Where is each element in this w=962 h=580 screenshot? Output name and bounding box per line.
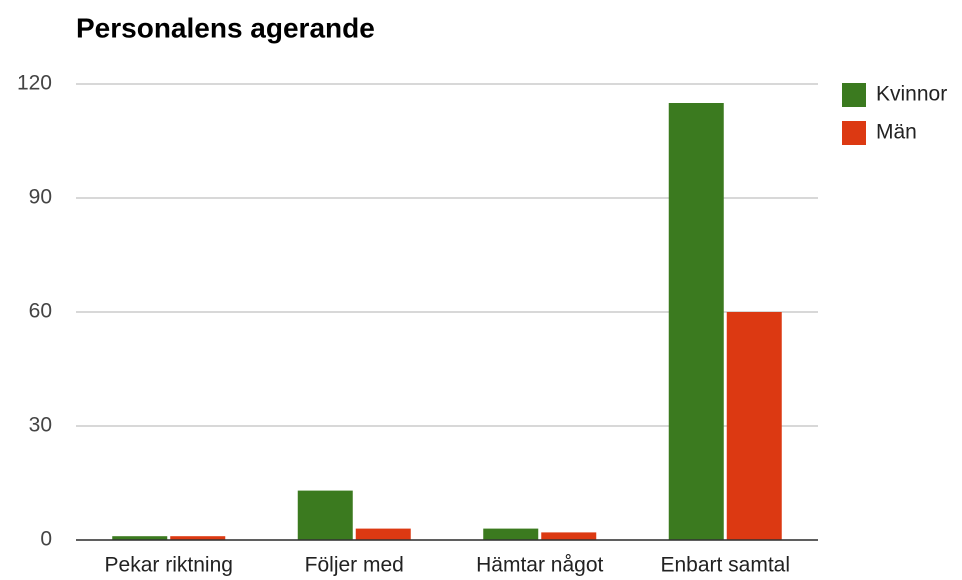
chart-title: Personalens agerande [76,12,375,43]
bar [541,532,597,540]
x-tick-label: Hämtar något [476,554,603,577]
y-tick-label: 60 [29,300,52,323]
bar [483,528,539,540]
legend-label: Kvinnor [876,83,947,106]
y-tick-label: 120 [17,72,52,95]
bar [355,528,411,540]
bar [170,536,226,540]
y-tick-label: 30 [29,414,52,437]
y-tick-label: 0 [40,528,52,551]
x-tick-label: Enbart samtal [660,554,790,577]
bar [726,312,782,540]
bar [112,536,168,540]
bar [668,103,724,540]
legend-swatch [842,121,866,145]
x-tick-label: Pekar riktning [105,554,233,577]
y-tick-label: 90 [29,186,52,209]
bar [297,490,353,540]
legend-swatch [842,83,866,107]
x-tick-label: Följer med [305,554,404,577]
legend-label: Män [876,121,917,144]
